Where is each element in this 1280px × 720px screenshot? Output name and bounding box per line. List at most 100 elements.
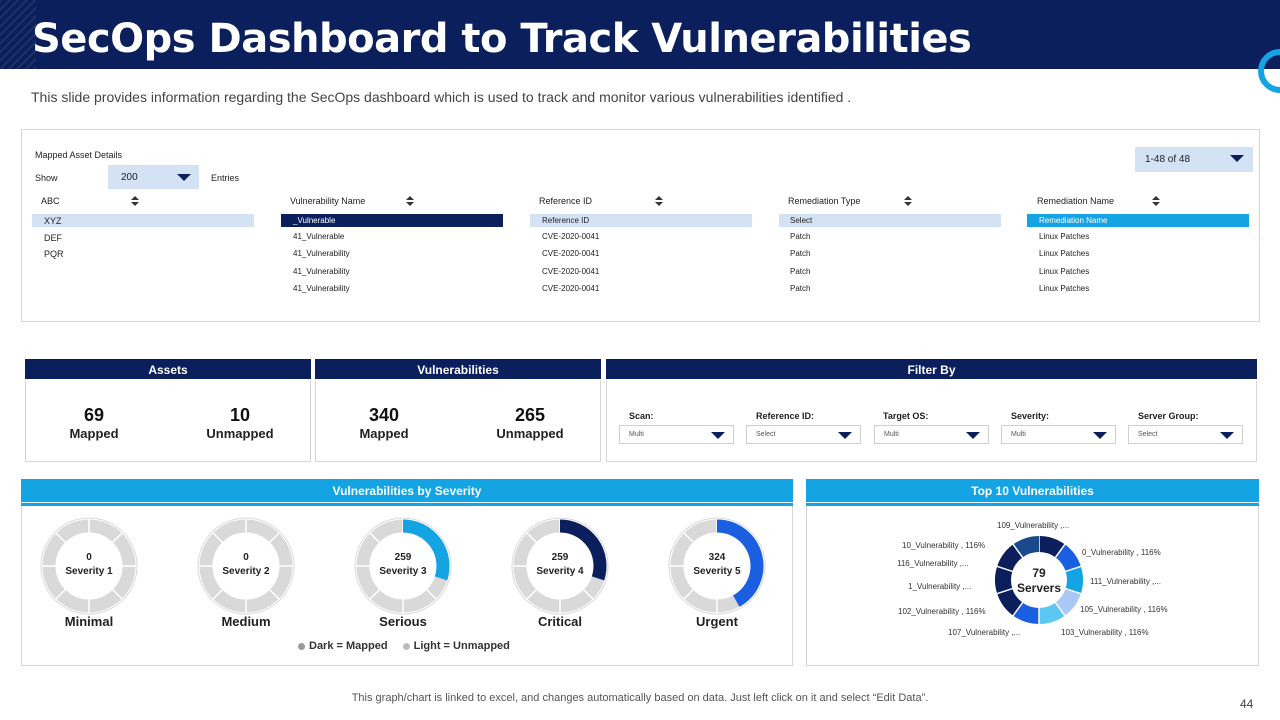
donut-center-count: 324 (708, 552, 726, 563)
table-cell: Linux Patches (1039, 232, 1090, 241)
assets-mapped-value: 69 (83, 405, 105, 425)
table-cell: Patch (790, 267, 811, 276)
asset-item[interactable]: XYZ (44, 216, 62, 226)
slide-title: SecOps Dashboard to Track Vulnerabilitie… (32, 16, 972, 62)
donut-center-count: 0 (86, 552, 92, 563)
top10-separator (1011, 543, 1024, 559)
donut-separator (682, 588, 695, 601)
table-cell: 41_Vulnerability (293, 284, 350, 293)
donut-separator (525, 588, 538, 601)
vulnerabilities-mapped-label: Mapped (359, 426, 409, 441)
donut-outline (668, 517, 766, 615)
asset-item[interactable]: PQR (44, 249, 64, 259)
sort-icon[interactable] (655, 196, 663, 206)
sort-icon[interactable] (406, 196, 414, 206)
table-cell: Linux Patches (1039, 284, 1090, 293)
donut-separator (682, 531, 695, 544)
donut-mapped-arc (716, 519, 764, 607)
top10-label: 102_Vulnerability , 116% (898, 607, 986, 616)
footer-note: This graph/chart is linked to excel, and… (351, 692, 929, 704)
filter-panel-title: Filter By (907, 363, 956, 377)
vulnerabilities-card-header: Vulnerabilities (315, 359, 601, 381)
chevron-down-icon (838, 432, 852, 439)
top10-label: 10_Vulnerability , 116% (902, 541, 986, 550)
reference-id-dropdown[interactable]: Select (746, 425, 861, 444)
chevron-down-icon (711, 432, 725, 439)
top10-separator (1011, 601, 1024, 617)
assets-card-header: Assets (25, 359, 311, 381)
donut-separator (525, 531, 538, 544)
severity-panel-title: Vulnerabilities by Severity (332, 484, 482, 498)
severity-panel (21, 479, 793, 666)
asset-table-title: Mapped Asset Details (35, 150, 123, 160)
column-selected-highlight[interactable] (779, 214, 1001, 227)
severity-legend: Dark = Mapped Light = Unmapped (298, 640, 510, 652)
sort-icon[interactable] (131, 196, 139, 206)
sort-icon[interactable] (904, 196, 912, 206)
donut-separator (582, 588, 595, 601)
table-cell: 41_Vulnerable (293, 232, 345, 241)
top10-segment (1038, 602, 1065, 624)
donut-category-label: Medium (221, 614, 271, 629)
sort-icon[interactable] (1152, 196, 1160, 206)
top10-segment (997, 588, 1023, 616)
assets-unmapped-label: Unmapped (206, 426, 274, 441)
asset-row-highlight[interactable] (32, 214, 254, 227)
assets-unmapped-value: 10 (229, 405, 251, 425)
column-selected-highlight[interactable] (1027, 214, 1249, 227)
top10-separator (995, 587, 1014, 595)
chevron-down-icon (1093, 432, 1107, 439)
column-selected-highlight[interactable] (281, 214, 503, 227)
donut-separator (268, 588, 281, 601)
pagination-dropdown[interactable]: 1-48 of 48 (1135, 147, 1253, 172)
table-cell: 41_Vulnerability (293, 249, 350, 258)
top10-separator (1064, 587, 1083, 595)
table-cell: Patch (790, 284, 811, 293)
column-selected-value: Select (790, 216, 813, 225)
vulnerabilities-card-title: Vulnerabilities (417, 363, 499, 377)
top10-separator (995, 565, 1014, 573)
donut-center-count: 0 (243, 552, 249, 563)
top10-segment (1013, 536, 1040, 558)
target-os-dropdown-value: Multi (884, 431, 899, 438)
table-cell: CVE-2020-0041 (542, 267, 600, 276)
top10-label: 109_Vulnerability ,... (997, 521, 1070, 530)
top10-center-value: 79 (1032, 566, 1046, 580)
entries-dropdown[interactable]: 200 (108, 165, 199, 189)
header-underline (606, 379, 1257, 381)
top10-segment (1065, 566, 1083, 594)
asset-item[interactable]: DEF (44, 233, 62, 243)
scan-dropdown[interactable]: Multi (619, 425, 734, 444)
asset-header-abc: ABC (41, 196, 60, 206)
top10-center-label: Servers (1016, 581, 1062, 595)
table-cell: Patch (790, 249, 811, 258)
donut-separator (111, 531, 124, 544)
severity-donuts (40, 517, 766, 615)
assets-card-title: Assets (148, 363, 188, 377)
severity-dropdown[interactable]: Multi (1001, 425, 1116, 444)
table-cell: Linux Patches (1039, 267, 1090, 276)
vulnerabilities-unmapped-value: 265 (514, 405, 546, 425)
donut-separator (425, 588, 438, 601)
donut-separator (368, 588, 381, 601)
donut-separator (54, 588, 67, 601)
donut-category-label: Serious (379, 614, 427, 629)
top10-panel-title: Top 10 Vulnerabilities (971, 484, 1094, 498)
column-selected-value: Reference ID (542, 216, 590, 225)
server-group-dropdown[interactable]: Select (1128, 425, 1243, 444)
top10-segment (997, 544, 1023, 572)
donut-center-count: 259 (394, 552, 412, 563)
column-selected-highlight[interactable] (530, 214, 752, 227)
donut-center-count: 259 (551, 552, 569, 563)
header-underline (806, 502, 1259, 503)
donut-mapped-arc (402, 519, 450, 581)
slide-subtitle: This slide provides information regardin… (31, 89, 852, 105)
donut-separator (268, 531, 281, 544)
donut-category-label: Critical (537, 614, 583, 629)
top10-separator (1054, 543, 1067, 559)
filter-label-reference-id: Reference ID: (756, 411, 815, 421)
target-os-dropdown[interactable]: Multi (874, 425, 989, 444)
donut-category-label: Minimal (64, 614, 114, 629)
top10-panel (806, 479, 1259, 666)
chevron-down-icon (966, 432, 980, 439)
